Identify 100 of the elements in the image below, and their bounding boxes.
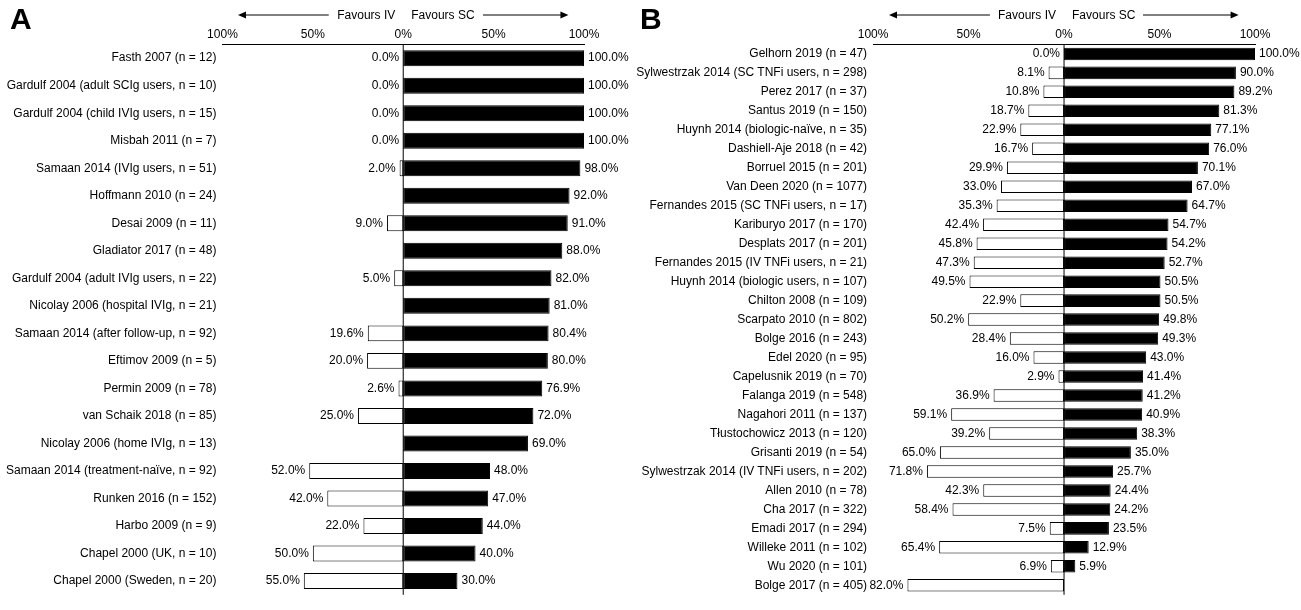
data-label: 52.0% (271, 463, 306, 478)
data-label: 89.2% (1238, 84, 1273, 99)
data-label: 42.4% (945, 217, 980, 232)
y-tick-label: Fernandes 2015 (IV TNFi users, n = 21) (654, 254, 868, 269)
x-tick-label: 100% (207, 26, 239, 41)
y-tick-label: Eftimov 2009 (n = 5) (108, 353, 217, 368)
data-label: 24.2% (1114, 501, 1149, 516)
data-label: 82.0% (555, 270, 590, 285)
y-tick-label: Borruel 2015 (n = 201) (746, 160, 868, 175)
data-label: 44.0% (486, 518, 522, 533)
data-label: 55.0% (265, 573, 301, 588)
data-label: 2.6% (367, 380, 395, 395)
y-tick-label: Gardulf 2004 (adult IVIg users, n = 22) (12, 270, 217, 285)
data-label: 36.9% (955, 387, 990, 402)
y-tick-label: Misbah 2011 (n = 7) (110, 133, 217, 148)
data-label: 49.8% (1163, 311, 1198, 326)
data-label: 65.4% (901, 539, 936, 554)
y-tick-label: Emadi 2017 (n = 294) (751, 520, 868, 535)
data-label: 65.0% (901, 444, 937, 459)
x-tick-label: 100% (857, 26, 889, 41)
y-tick-label: Wu 2020 (n = 101) (767, 558, 868, 573)
x-tick-label: 50% (956, 26, 981, 41)
data-label: 39.2% (951, 425, 986, 440)
data-label: 43.0% (1150, 349, 1185, 364)
y-tick-label: Edel 2020 (n = 95) (768, 349, 868, 364)
data-label: 54.7% (1172, 217, 1207, 232)
y-tick-label: Hoffmann 2010 (n = 24) (89, 188, 217, 203)
data-label: 5.0% (362, 270, 391, 285)
y-tick-label: Permin 2009 (n = 78) (103, 380, 217, 395)
x-tick-label: 0% (394, 26, 413, 41)
data-label: 49.3% (1162, 330, 1197, 345)
data-label: 5.9% (1079, 558, 1107, 573)
data-label: 41.4% (1147, 368, 1182, 383)
y-tick-label: Sylwestrzak 2014 (SC TNFi users, n = 298) (636, 65, 868, 80)
data-label: 9.0% (355, 215, 384, 230)
data-label: 22.0% (325, 518, 360, 533)
data-label: 50.5% (1164, 273, 1199, 288)
data-label: 82.0% (869, 577, 904, 592)
x-tick-label: 50% (1147, 26, 1172, 41)
chart-title: B (640, 2, 662, 36)
data-label: 88.0% (566, 243, 601, 258)
data-label: 25.7% (1117, 463, 1152, 478)
y-tick-label: Scarpato 2010 (n = 802) (737, 311, 868, 326)
data-label: 100.0% (1259, 46, 1301, 61)
y-tick-label: Bolge 2016 (n = 243) (754, 330, 868, 345)
data-label: 92.0% (573, 188, 608, 203)
data-label: 23.5% (1112, 520, 1148, 535)
data-label: 0.0% (1032, 46, 1061, 61)
data-label: 30.0% (461, 573, 496, 588)
text: Favours IV (998, 8, 1057, 22)
x-tick-label: 100% (1239, 26, 1271, 41)
data-label: 90.0% (1239, 65, 1275, 80)
x-tick-label: 100% (568, 26, 600, 41)
y-tick-label: Cha 2017 (n = 322) (763, 501, 868, 516)
data-label: 91.0% (571, 215, 607, 230)
data-label: 0.0% (371, 77, 400, 92)
y-tick-label: Nicolay 2006 (home IVIg, n = 13) (40, 435, 217, 450)
data-label: 28.4% (971, 330, 1007, 345)
data-label: 81.3% (1223, 103, 1258, 118)
y-tick-label: Chapel 2000 (Sweden, n = 20) (53, 573, 217, 588)
data-label: 81.0% (553, 298, 589, 313)
data-label: 6.9% (1019, 558, 1048, 573)
text: Favours SC (1072, 8, 1136, 22)
data-label: 0.0% (371, 133, 400, 148)
data-label: 52.7% (1168, 254, 1204, 269)
y-tick-label: Willeke 2011 (n = 102) (747, 539, 868, 554)
y-tick-label: van Schaik 2018 (n = 85) (82, 408, 217, 423)
data-label: 40.0% (479, 545, 514, 560)
data-label: 35.0% (1134, 444, 1170, 459)
y-tick-label: Gardulf 2004 (child IVIg users, n = 15) (13, 105, 217, 120)
data-label: 8.1% (1017, 65, 1045, 80)
data-label: 18.7% (990, 103, 1025, 118)
data-label: 0.0% (371, 105, 400, 120)
y-tick-label: Huynh 2014 (biologic users, n = 107) (670, 273, 868, 288)
y-tick-label: Samaan 2014 (treatment-naïve, n = 92) (5, 463, 217, 478)
x-tick-label: 50% (481, 26, 506, 41)
data-label: 71.8% (888, 463, 924, 478)
y-tick-label: Samaan 2014 (IVIg users, n = 51) (36, 160, 217, 175)
y-tick-label: Fasth 2007 (n = 12) (111, 50, 217, 65)
data-label: 80.4% (552, 325, 587, 340)
y-tick-label: Kariburyo 2017 (n = 170) (733, 217, 868, 232)
text: Favours IV (337, 8, 396, 22)
data-label: 16.7% (994, 141, 1029, 156)
y-tick-label: Van Deen 2020 (n = 1077) (726, 179, 868, 194)
data-label: 35.3% (958, 198, 993, 213)
data-label: 50.2% (930, 311, 965, 326)
x-tick-label: 50% (300, 26, 326, 41)
data-label: 67.0% (1195, 179, 1231, 194)
data-label: 64.7% (1191, 198, 1226, 213)
y-tick-label: Desplats 2017 (n = 201) (738, 236, 868, 250)
data-label: 2.9% (1027, 368, 1055, 383)
data-label: 49.5% (931, 273, 966, 288)
y-tick-label: Harbo 2009 (n = 9) (115, 518, 217, 533)
data-label: 100.0% (588, 105, 630, 120)
data-label: 76.0% (1213, 141, 1248, 156)
data-label: 42.3% (945, 482, 980, 497)
data-label: 29.9% (968, 160, 1004, 175)
y-tick-label: Chilton 2008 (n = 109) (747, 292, 868, 307)
y-tick-label: Samaan 2014 (after follow-up, n = 92) (14, 325, 217, 340)
data-label: 42.0% (289, 490, 324, 505)
